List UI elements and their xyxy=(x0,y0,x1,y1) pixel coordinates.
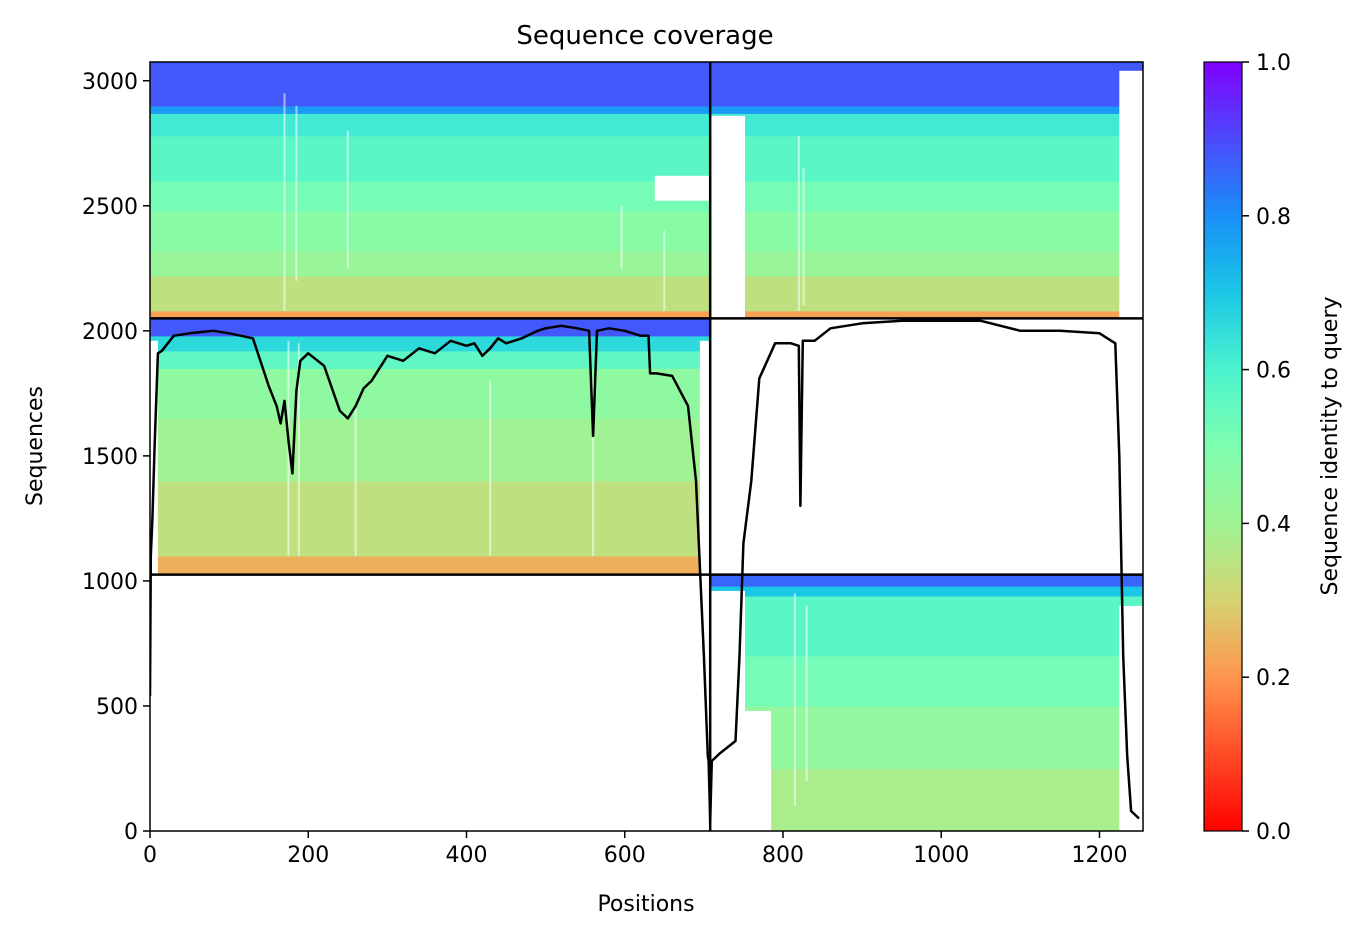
heatmap-band xyxy=(710,180,1143,212)
heatmap-band xyxy=(710,768,1143,831)
y-tick-label: 0 xyxy=(124,820,138,845)
coverage-gap xyxy=(1119,605,1143,831)
x-tick-label: 400 xyxy=(445,843,487,868)
heatmap-band xyxy=(150,113,711,137)
coverage-gap xyxy=(297,343,300,556)
y-axis-ticks: 0 500 1000 1500 2000 2500 3000 xyxy=(82,70,150,845)
heatmap-band xyxy=(710,210,1143,252)
coverage-gap xyxy=(663,230,666,311)
x-axis-label: Positions xyxy=(597,892,694,917)
block-top-left xyxy=(150,62,711,319)
x-tick-label: 200 xyxy=(287,843,329,868)
colorbar-tick-label: 0.8 xyxy=(1256,205,1291,230)
heatmap-band xyxy=(150,480,711,557)
heatmap-band xyxy=(710,655,1143,707)
heatmap-band xyxy=(150,105,711,114)
heatmap-band xyxy=(710,595,1143,657)
y-tick-label: 3000 xyxy=(82,70,138,95)
heatmap-band xyxy=(150,135,711,182)
coverage-gap xyxy=(283,93,286,311)
coverage-gap xyxy=(710,115,745,319)
heatmap-band xyxy=(710,574,1143,587)
heatmap-band xyxy=(150,318,711,337)
heatmap-band xyxy=(150,210,711,252)
heatmap-band xyxy=(710,250,1143,277)
colorbar-ticks: 0.0 0.2 0.4 0.6 0.8 1.0 xyxy=(1242,51,1291,845)
coverage-gap xyxy=(699,340,711,575)
coverage-gap xyxy=(346,130,349,269)
block-middle-left xyxy=(150,318,711,576)
heatmap-band xyxy=(150,350,711,369)
colorbar-label: Sequence identity to query xyxy=(1318,296,1343,595)
colorbar-tick-label: 0.0 xyxy=(1256,820,1291,845)
heatmap-band xyxy=(710,135,1143,182)
colorbar-tick-label: 0.6 xyxy=(1256,359,1291,384)
x-tick-label: 0 xyxy=(143,843,157,868)
heatmap-band xyxy=(150,250,711,277)
coverage-gap xyxy=(620,205,623,269)
coverage-gap xyxy=(793,593,796,806)
heatmap-band xyxy=(150,418,711,482)
colorbar-tick-label: 0.4 xyxy=(1256,512,1291,537)
x-tick-label: 1200 xyxy=(1071,843,1127,868)
plot-frame xyxy=(149,61,1144,832)
heatmap-band xyxy=(150,275,711,312)
x-tick-label: 800 xyxy=(762,843,804,868)
colorbar xyxy=(1203,61,1243,832)
x-tick-label: 1000 xyxy=(913,843,969,868)
block-bottom-right xyxy=(710,574,1143,831)
heatmap-band xyxy=(150,62,711,107)
y-tick-label: 1500 xyxy=(82,445,138,470)
heatmap-band xyxy=(710,310,1143,319)
colorbar-tick-label: 0.2 xyxy=(1256,666,1291,691)
heatmap-band xyxy=(150,555,711,576)
coverage-gap xyxy=(1119,70,1143,319)
x-axis-ticks: 0 200 400 600 800 1000 1200 xyxy=(143,831,1127,868)
y-axis-label: Sequences xyxy=(23,386,48,506)
coverage-gap xyxy=(489,380,492,556)
coverage-gap xyxy=(654,175,711,201)
heatmap-band xyxy=(710,105,1143,114)
y-tick-label: 500 xyxy=(96,695,138,720)
colorbar-tick-label: 1.0 xyxy=(1256,51,1291,76)
heatmap-band xyxy=(710,275,1143,312)
coverage-gap xyxy=(745,711,772,831)
heatmap-layer xyxy=(150,62,1143,831)
chart-title: Sequence coverage xyxy=(516,21,773,51)
coverage-gap xyxy=(802,168,805,306)
coverage-gap xyxy=(797,135,800,311)
heatmap-band xyxy=(710,113,1143,137)
heatmap-band xyxy=(150,180,711,212)
heatmap-band xyxy=(150,368,711,419)
y-tick-label: 1000 xyxy=(82,570,138,595)
block-boundaries xyxy=(150,62,1143,831)
y-tick-label: 2000 xyxy=(82,320,138,345)
heatmap-band xyxy=(150,310,711,319)
heatmap-band xyxy=(710,706,1143,770)
heatmap-band xyxy=(710,62,1143,107)
coverage-gap xyxy=(805,605,808,781)
coverage-gap xyxy=(354,405,357,556)
y-tick-label: 2500 xyxy=(82,195,138,220)
x-tick-label: 600 xyxy=(604,843,646,868)
block-top-right xyxy=(710,62,1143,319)
heatmap-band xyxy=(150,335,711,352)
coverage-line-layer xyxy=(150,319,1140,823)
coverage-gap xyxy=(592,380,595,556)
coverage-gap xyxy=(295,105,298,281)
heatmap-band xyxy=(710,585,1143,597)
coverage-line xyxy=(150,319,1140,823)
